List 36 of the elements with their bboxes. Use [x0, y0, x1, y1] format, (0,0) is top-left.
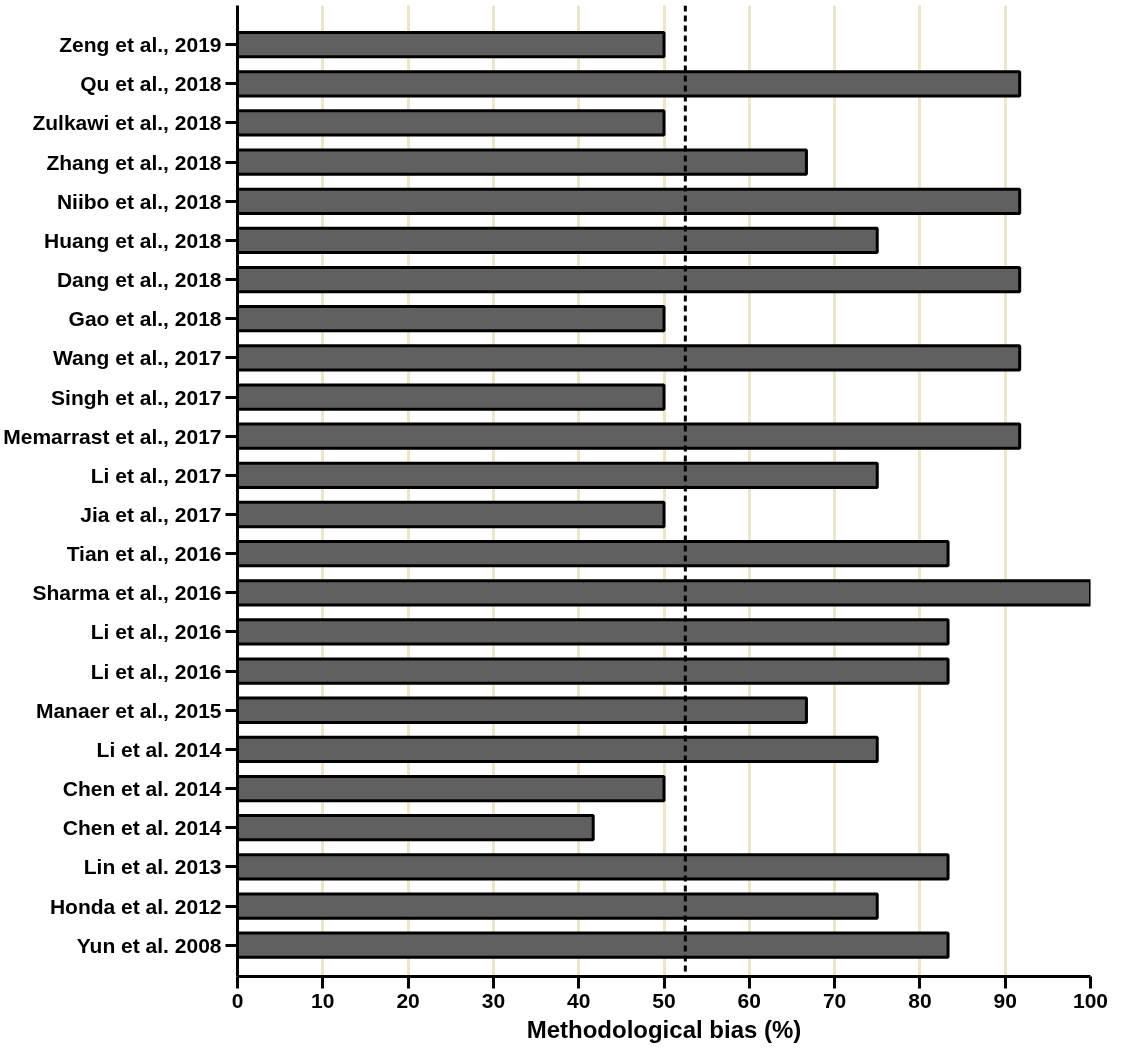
- y-tick-label: Honda et al. 2012: [49, 894, 222, 918]
- x-tick-label: 10: [311, 988, 335, 1012]
- y-tick-label: Wang et al., 2017: [53, 346, 222, 370]
- x-tick-label: 30: [481, 988, 506, 1012]
- y-tick-label: Singh et al., 2017: [51, 385, 222, 409]
- x-tick-label: 20: [396, 988, 420, 1012]
- y-tick-label: Jia et al., 2017: [80, 502, 222, 526]
- y-tick-label: Li et al., 2016: [90, 659, 222, 683]
- y-tick-label: Chen et al. 2014: [62, 777, 222, 801]
- y-tick-label: Li et al. 2014: [96, 737, 222, 761]
- x-tick-label: 70: [822, 988, 847, 1012]
- y-tick-label: Li et al., 2017: [90, 463, 222, 487]
- x-tick-label: 100: [1072, 988, 1109, 1012]
- y-tick-label: Zulkawi et al., 2018: [32, 111, 222, 135]
- y-tick-label: Yun et al. 2008: [76, 933, 222, 957]
- x-axis-title: Methodological bias (%): [526, 1015, 802, 1043]
- y-tick-label: Zhang et al., 2018: [46, 150, 222, 174]
- y-tick-label: Dang et al., 2018: [56, 268, 222, 292]
- y-tick-label: Lin et al. 2013: [83, 855, 222, 879]
- x-tick-label: 40: [567, 988, 591, 1012]
- y-tick-label: Tian et al., 2016: [66, 542, 222, 566]
- x-tick-label: 90: [993, 988, 1017, 1012]
- y-tick-label: Manaer et al., 2015: [35, 698, 222, 722]
- y-tick-label: Niibo et al., 2018: [56, 189, 222, 213]
- y-tick-label: Sharma et al., 2016: [32, 581, 222, 605]
- x-tick-label: 60: [737, 988, 761, 1012]
- y-tick-label: Qu et al., 2018: [80, 72, 222, 96]
- x-tick-label: 80: [908, 988, 932, 1012]
- x-tick-label: 50: [652, 988, 676, 1012]
- x-tick-label: 0: [231, 988, 244, 1012]
- y-tick-label: Zeng et al., 2019: [59, 33, 222, 57]
- y-tick-label: Gao et al., 2018: [68, 307, 222, 331]
- y-tick-label: Huang et al., 2018: [44, 228, 222, 252]
- y-tick-label: Li et al., 2016: [90, 620, 222, 644]
- y-tick-label: Memarrast et al., 2017: [3, 424, 222, 448]
- y-tick-label: Chen et al. 2014: [62, 816, 222, 840]
